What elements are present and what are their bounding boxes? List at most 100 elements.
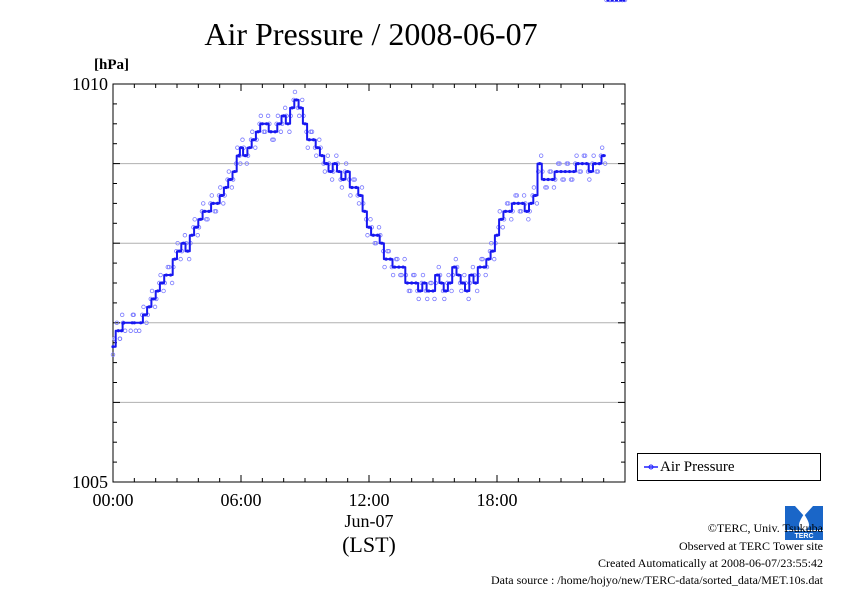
raw-data-point xyxy=(282,105,288,111)
raw-data-point xyxy=(351,177,356,182)
y-tick-label: 1005 xyxy=(72,472,108,492)
raw-data-point xyxy=(612,0,618,3)
raw-data-point xyxy=(548,169,554,174)
raw-data-point xyxy=(317,137,322,142)
raw-data-point xyxy=(390,272,396,278)
data-point xyxy=(422,281,427,285)
data-point xyxy=(397,265,401,269)
data-point xyxy=(542,177,546,182)
raw-data-point xyxy=(442,296,447,302)
raw-data-point xyxy=(250,129,255,134)
raw-data-point xyxy=(334,153,339,158)
raw-data-point xyxy=(144,320,149,325)
raw-data-point xyxy=(449,288,454,294)
raw-data-point xyxy=(538,153,544,158)
raw-data-point xyxy=(271,137,276,142)
raw-data-point xyxy=(348,193,353,198)
data-point xyxy=(469,273,473,277)
raw-data-point xyxy=(201,201,206,206)
footer-copyright: ©TERC, Univ. Tsukuba xyxy=(707,521,823,535)
data-point xyxy=(546,177,550,182)
raw-data-point xyxy=(192,217,197,222)
raw-data-point xyxy=(166,264,172,270)
data-point xyxy=(337,169,341,174)
raw-data-point xyxy=(110,352,116,357)
data-point xyxy=(277,122,281,126)
data-point xyxy=(329,169,333,174)
data-point xyxy=(119,329,124,333)
raw-data-point xyxy=(509,217,514,222)
raw-data-point xyxy=(622,0,628,3)
data-point xyxy=(418,289,422,293)
raw-data-point xyxy=(514,193,520,198)
data-point xyxy=(132,321,136,325)
raw-data-point xyxy=(278,129,284,134)
data-point xyxy=(156,289,160,293)
raw-data-point xyxy=(544,185,549,190)
raw-data-point xyxy=(119,312,125,318)
gridlines xyxy=(113,163,625,403)
data-point xyxy=(414,281,418,285)
raw-data-point xyxy=(591,153,596,158)
data-point xyxy=(303,122,307,126)
raw-data-point xyxy=(386,248,392,254)
data-point xyxy=(474,281,478,285)
raw-data-point xyxy=(149,288,155,294)
data-point xyxy=(151,297,156,301)
data-point xyxy=(550,177,555,182)
data-point xyxy=(427,289,431,293)
raw-data-point xyxy=(462,272,467,278)
raw-data-point xyxy=(446,272,451,278)
data-point xyxy=(538,162,542,166)
raw-data-point xyxy=(287,129,292,134)
data-point xyxy=(499,217,503,221)
x-date-label: Jun-07 xyxy=(345,511,394,531)
raw-data-point xyxy=(165,264,171,270)
data-point xyxy=(186,249,190,253)
data-point xyxy=(375,233,380,237)
data-point xyxy=(405,281,409,285)
raw-data-point xyxy=(551,185,557,190)
raw-data-point xyxy=(526,217,531,222)
data-point xyxy=(260,122,264,126)
raw-data-point xyxy=(195,233,200,238)
footer-source: Data source : /home/hojyo/new/TERC-data/… xyxy=(490,573,823,587)
data-point xyxy=(220,193,224,198)
legend-label: Air Pressure xyxy=(660,459,735,475)
raw-data-point xyxy=(382,264,387,270)
data-point xyxy=(363,209,367,213)
raw-data-point xyxy=(169,280,175,286)
raw-data-point xyxy=(416,296,421,302)
raw-data-point xyxy=(615,0,621,3)
data-point xyxy=(491,249,495,253)
raw-data-point xyxy=(604,0,609,3)
raw-data-point xyxy=(393,256,399,262)
raw-data-point xyxy=(500,225,505,230)
data-point xyxy=(282,114,286,118)
raw-data-point xyxy=(581,153,587,158)
data-point xyxy=(516,201,520,205)
raw-data-point xyxy=(359,185,365,190)
data-point xyxy=(116,329,120,333)
raw-data-point xyxy=(329,177,335,182)
data-point xyxy=(580,162,584,166)
raw-data-point xyxy=(305,145,310,150)
raw-data-point xyxy=(152,304,158,310)
data-point xyxy=(435,273,439,277)
raw-data-point xyxy=(399,272,404,278)
raw-data-point xyxy=(130,312,136,318)
raw-data-point xyxy=(459,288,464,294)
raw-data-point xyxy=(547,169,552,174)
raw-data-point xyxy=(265,113,271,119)
data-point xyxy=(252,138,256,142)
raw-data-point xyxy=(568,177,574,182)
data-point xyxy=(563,169,567,174)
svg-text:TERC: TERC xyxy=(794,533,813,540)
raw-data-point xyxy=(534,201,540,206)
raw-data-point xyxy=(611,0,616,3)
data-point xyxy=(585,162,589,166)
data-point xyxy=(350,185,354,190)
raw-data-point xyxy=(322,169,328,174)
data-point xyxy=(461,281,465,285)
y-axis-unit-label: [hPa] xyxy=(94,57,129,73)
